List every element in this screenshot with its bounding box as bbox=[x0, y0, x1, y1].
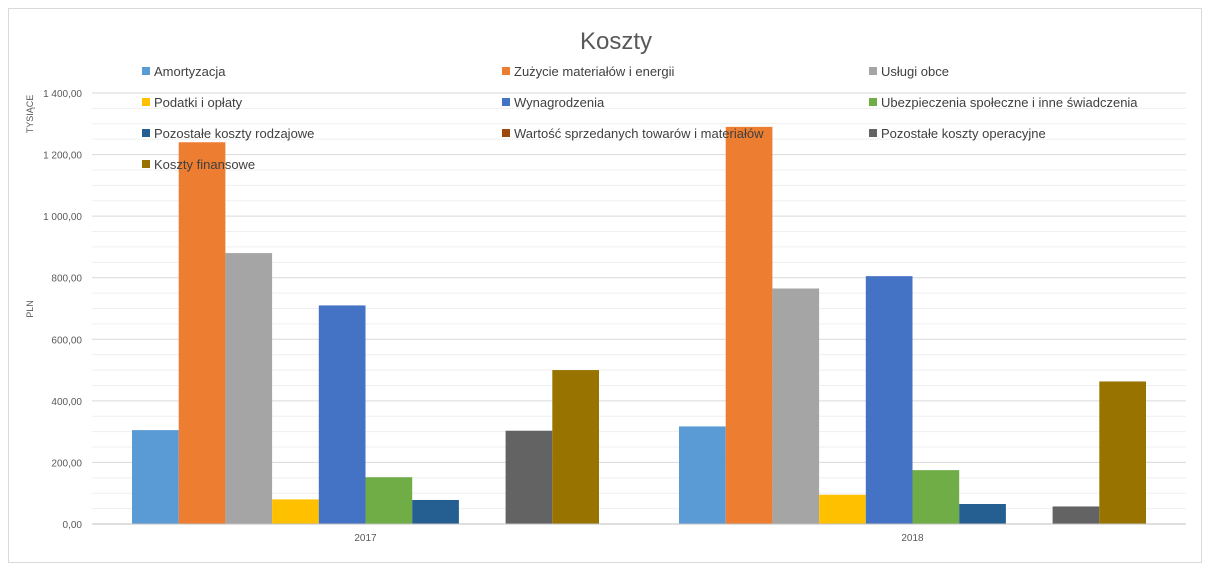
legend-swatch bbox=[869, 67, 877, 75]
legend-label: Wynagrodzenia bbox=[514, 95, 605, 110]
bar bbox=[552, 370, 599, 524]
x-category-label: 2017 bbox=[354, 533, 377, 544]
chart-svg: Koszty TYSIĄCE PLN 0,00 200,00 400,00 600,0… bbox=[25, 28, 1186, 544]
bar bbox=[178, 142, 226, 524]
bar bbox=[1052, 506, 1100, 524]
legend-label: Wartość sprzedanych towarów i materiałów bbox=[514, 126, 764, 141]
bar bbox=[365, 477, 413, 524]
y-tick-label: 1 000,00 bbox=[43, 212, 82, 223]
bar bbox=[272, 499, 319, 524]
y-unit-label: TYSIĄCE bbox=[25, 95, 35, 134]
bar bbox=[865, 276, 913, 524]
y-tick-label: 800,00 bbox=[51, 274, 82, 285]
bar bbox=[1099, 381, 1146, 524]
bar bbox=[679, 426, 726, 524]
y-tick-label: 400,00 bbox=[51, 397, 82, 408]
legend-swatch bbox=[142, 160, 150, 168]
y-tick-label: 1 200,00 bbox=[43, 151, 82, 162]
axis-layer: 0,00 200,00 400,00 600,00 800,00 1 000,00 1 20… bbox=[43, 89, 1186, 544]
bar bbox=[912, 470, 960, 524]
bar bbox=[505, 430, 553, 524]
legend-label: Pozostałe koszty rodzajowe bbox=[154, 126, 314, 141]
y-axis-title: PLN bbox=[25, 300, 35, 318]
legend-swatch bbox=[502, 129, 510, 137]
bar bbox=[225, 253, 273, 525]
legend: Amortyzacja Zużycie materiałów i energii U… bbox=[142, 64, 1138, 172]
bar bbox=[132, 430, 179, 524]
bar bbox=[819, 494, 866, 524]
y-tick-label: 200,00 bbox=[51, 458, 82, 469]
legend-swatch bbox=[502, 67, 510, 75]
bar bbox=[959, 503, 1006, 524]
legend-swatch bbox=[869, 129, 877, 137]
legend-swatch bbox=[142, 98, 150, 106]
bar bbox=[772, 288, 820, 524]
bar bbox=[725, 126, 773, 524]
legend-label: Usługi obce bbox=[881, 64, 949, 79]
legend-label: Amortyzacja bbox=[154, 64, 226, 79]
legend-swatch bbox=[502, 98, 510, 106]
chart-frame: Koszty TYSIĄCE PLN 0,00 200,00 400,00 600,0… bbox=[8, 8, 1202, 563]
legend-label: Pozostałe koszty operacyjne bbox=[881, 126, 1046, 141]
legend-label: Zużycie materiałów i energii bbox=[514, 64, 675, 79]
y-tick-label: 0,00 bbox=[63, 520, 83, 531]
legend-swatch bbox=[142, 129, 150, 137]
bars-layer bbox=[132, 126, 1146, 525]
y-tick-label: 1 400,00 bbox=[43, 89, 82, 100]
legend-swatch bbox=[869, 98, 877, 106]
legend-label: Podatki i opłaty bbox=[154, 95, 243, 110]
legend-label: Ubezpieczenia społeczne i inne świadczen… bbox=[881, 95, 1138, 110]
y-tick-label: 600,00 bbox=[51, 335, 82, 346]
grid-layer bbox=[92, 92, 1186, 525]
bar bbox=[318, 305, 366, 524]
legend-swatch bbox=[142, 67, 150, 75]
bar bbox=[412, 499, 459, 524]
x-category-label: 2018 bbox=[901, 533, 924, 544]
chart-title: Koszty bbox=[580, 28, 652, 55]
legend-label: Koszty finansowe bbox=[154, 157, 255, 172]
